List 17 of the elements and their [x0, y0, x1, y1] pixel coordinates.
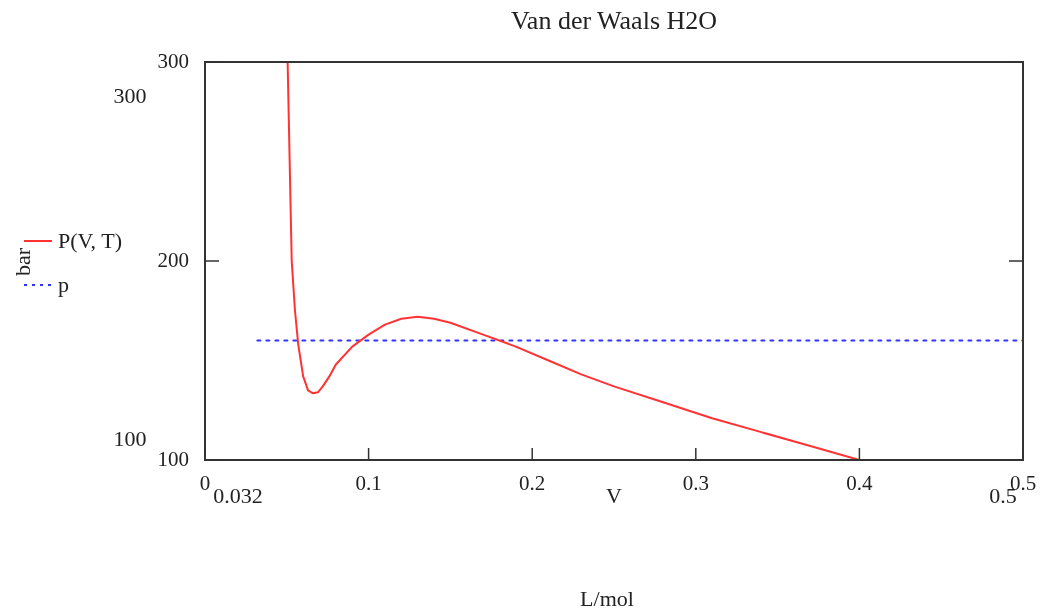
- x-axis-title: V: [606, 482, 623, 508]
- text: 0.032: [213, 482, 263, 508]
- text: L/mol: [580, 585, 634, 611]
- x-tick-label: 0.3: [682, 471, 709, 496]
- y-tick-label: 300: [157, 48, 189, 73]
- text: 100: [113, 425, 147, 451]
- x-tick-label: 0.4: [846, 471, 874, 496]
- chart-title: Van der Waals H2O: [510, 5, 718, 35]
- text: bar: [9, 247, 35, 277]
- text: 300: [113, 82, 147, 108]
- x-tick-label: 0.1: [355, 471, 382, 496]
- y-tick-label: 100: [157, 446, 189, 471]
- legend-label: p: [58, 272, 69, 298]
- y-tick-label: 200: [157, 247, 189, 272]
- x-tick-label: 0.2: [519, 471, 546, 496]
- x-tick-label: 0: [199, 471, 211, 496]
- legend-label: P(V, T): [58, 228, 122, 254]
